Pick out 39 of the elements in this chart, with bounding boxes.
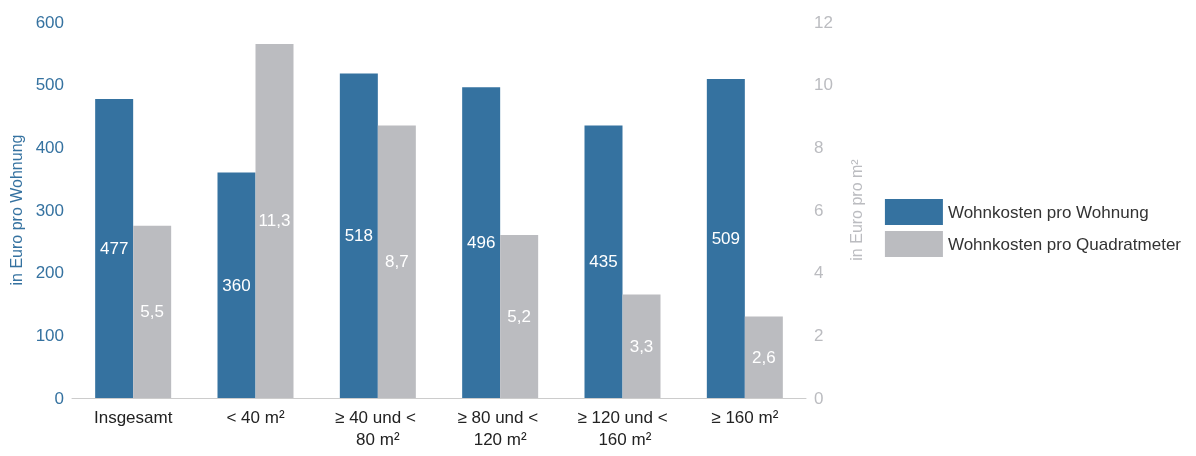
y-tick-label: 600 — [35, 12, 64, 32]
y-axis-title: in Euro pro Wohnung — [8, 134, 26, 286]
y2-tick-label: 4 — [814, 263, 824, 283]
legend-label: Wohnkosten pro Wohnung — [947, 202, 1149, 222]
bar — [706, 79, 745, 398]
data-label: 496 — [466, 233, 496, 253]
data-label: 8,7 — [385, 252, 409, 272]
x-tick-label: ≥ 120 und < 160 m² — [577, 407, 668, 449]
bar — [744, 316, 783, 398]
y2-tick-label: 8 — [814, 137, 824, 157]
legend-label: Wohnkosten pro Quadratmeter — [947, 234, 1182, 254]
x-tick-label: Insgesamt — [93, 407, 173, 427]
y-tick-label: 100 — [35, 325, 64, 345]
y-tick-label: 200 — [35, 263, 64, 283]
bar — [584, 125, 623, 398]
y2-tick-label: 10 — [814, 75, 833, 95]
data-label: 509 — [711, 229, 741, 249]
data-label: 518 — [344, 226, 374, 246]
data-label: 5,2 — [507, 307, 531, 327]
y-tick-label: 500 — [35, 75, 64, 95]
data-label: 5,5 — [140, 302, 164, 322]
y-tick-label: 300 — [35, 200, 64, 220]
y-tick-label: 0 — [54, 388, 64, 408]
y2-tick-label: 12 — [814, 12, 833, 32]
data-label: 11,3 — [258, 211, 291, 231]
x-tick-label: < 40 m² — [226, 407, 285, 427]
data-label: 360 — [222, 275, 251, 295]
y2-tick-label: 2 — [814, 325, 824, 345]
data-label: 3,3 — [629, 336, 654, 356]
y2-tick-label: 0 — [814, 388, 824, 408]
x-tick-label: ≥ 40 und < 80 m² — [335, 407, 421, 449]
data-label: 2,6 — [752, 347, 776, 367]
y2-axis-title: in Euro pro m² — [847, 158, 865, 261]
data-label: 435 — [589, 252, 618, 272]
x-tick-label: ≥ 160 m² — [711, 407, 779, 427]
y2-tick-label: 6 — [814, 200, 824, 220]
data-label: 477 — [99, 239, 129, 259]
x-tick-label: ≥ 80 und < 120 m² — [457, 407, 543, 449]
y-tick-label: 400 — [35, 137, 64, 157]
